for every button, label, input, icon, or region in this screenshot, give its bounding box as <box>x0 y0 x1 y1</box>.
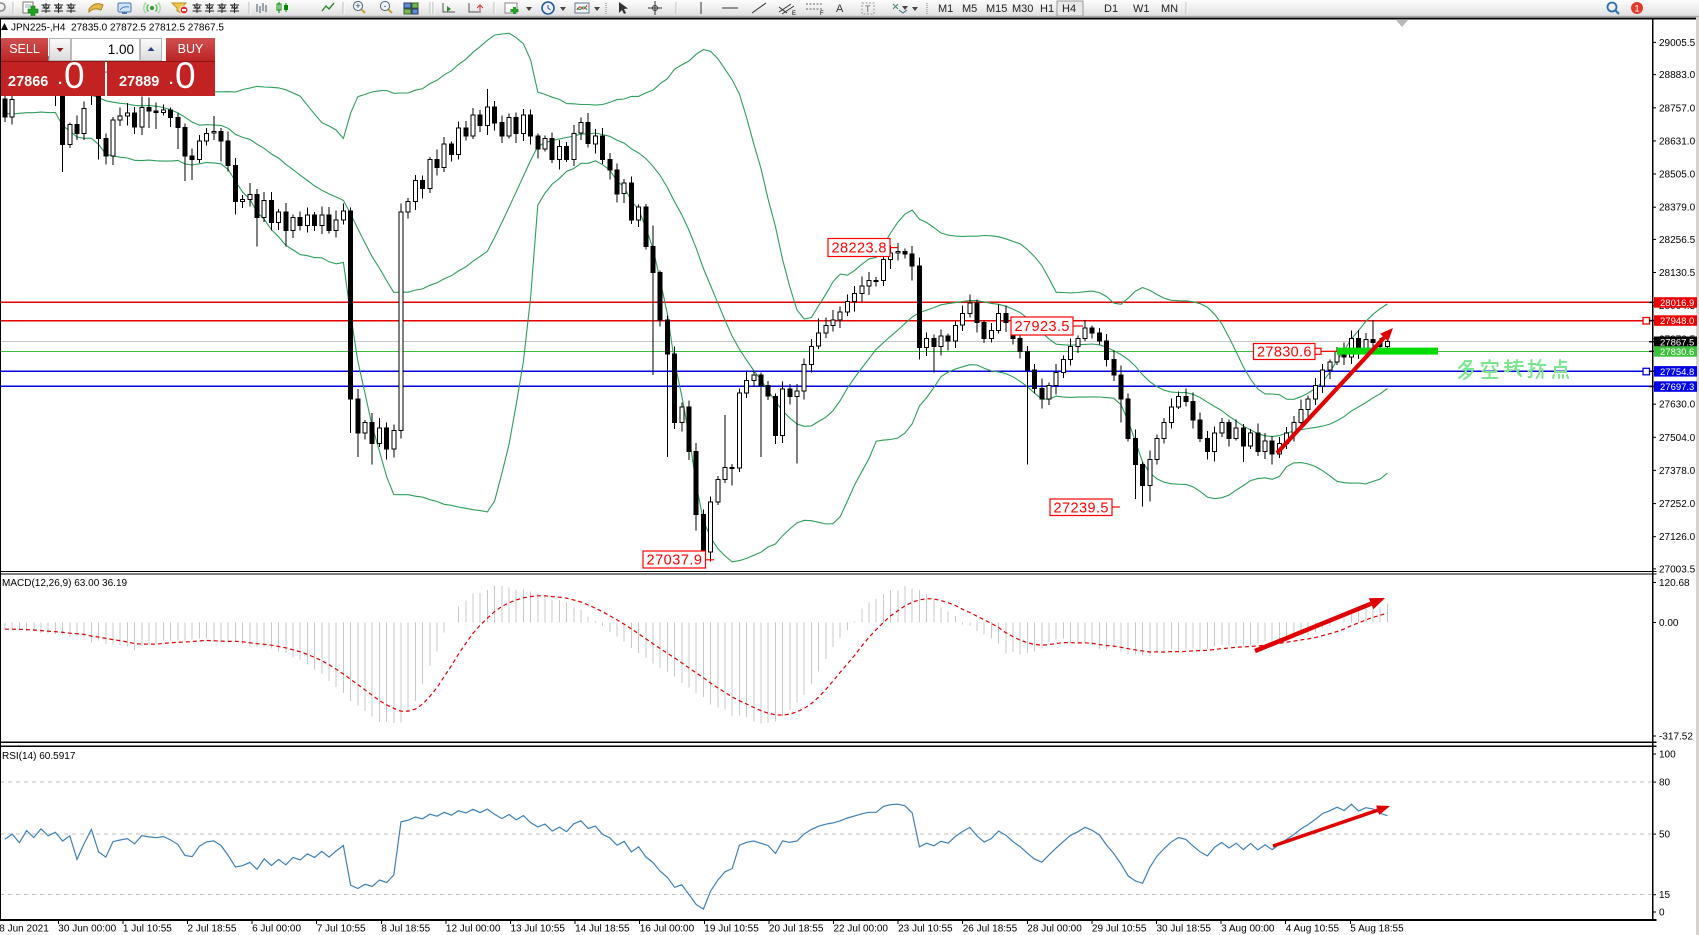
svg-text:14 Jul 18:55: 14 Jul 18:55 <box>575 924 630 935</box>
svg-text:2 Jul 18:55: 2 Jul 18:55 <box>188 924 237 935</box>
svg-text:29005.5: 29005.5 <box>1659 38 1696 49</box>
svg-text:5 Aug 18:55: 5 Aug 18:55 <box>1350 924 1404 935</box>
svg-text:+: + <box>355 1 360 11</box>
svg-text:27948.0: 27948.0 <box>1660 316 1694 327</box>
svg-text:120.68: 120.68 <box>1659 578 1690 589</box>
svg-text:M15: M15 <box>986 3 1007 15</box>
svg-text:1 Jul 10:55: 1 Jul 10:55 <box>123 924 172 935</box>
svg-text:28505.0: 28505.0 <box>1659 170 1696 181</box>
svg-text:28 Jul 00:00: 28 Jul 00:00 <box>1027 924 1082 935</box>
svg-text:16 Jul 00:00: 16 Jul 00:00 <box>640 924 695 935</box>
svg-text:27630.0: 27630.0 <box>1659 400 1696 411</box>
svg-text:28130.5: 28130.5 <box>1659 268 1696 279</box>
svg-text:27003.5: 27003.5 <box>1659 564 1696 575</box>
svg-text:JPN225-,H4 27835.0 27872.5 27: JPN225-,H4 27835.0 27872.5 27812.5 27867… <box>11 23 224 34</box>
svg-text:80: 80 <box>1659 778 1671 789</box>
svg-text:13 Jul 10:55: 13 Jul 10:55 <box>511 924 566 935</box>
svg-text:W1: W1 <box>1133 3 1150 15</box>
svg-text:30 Jun 00:00: 30 Jun 00:00 <box>58 924 116 935</box>
svg-text:27504.0: 27504.0 <box>1659 433 1696 444</box>
svg-text:F: F <box>820 11 824 17</box>
svg-text:6 Jul 00:00: 6 Jul 00:00 <box>252 924 301 935</box>
svg-text:28379.0: 28379.0 <box>1659 203 1696 214</box>
svg-text:4 Aug 10:55: 4 Aug 10:55 <box>1286 924 1340 935</box>
svg-text:0.00: 0.00 <box>1659 618 1679 629</box>
svg-text:MN: MN <box>1161 3 1178 15</box>
svg-text:RSI(14) 60.5917: RSI(14) 60.5917 <box>2 751 76 762</box>
svg-text:50: 50 <box>1659 830 1671 841</box>
svg-text:T: T <box>865 4 871 14</box>
svg-text:M5: M5 <box>962 3 977 15</box>
svg-text:27830.6: 27830.6 <box>1660 347 1694 358</box>
svg-text:15: 15 <box>1659 890 1671 901</box>
svg-text:D1: D1 <box>1104 3 1118 15</box>
svg-text:27867.5: 27867.5 <box>1660 337 1694 348</box>
svg-text:20 Jul 18:55: 20 Jul 18:55 <box>769 924 824 935</box>
svg-text:H1: H1 <box>1040 3 1054 15</box>
svg-text:7 Jul 10:55: 7 Jul 10:55 <box>317 924 366 935</box>
svg-text:30 Jul 18:55: 30 Jul 18:55 <box>1157 924 1212 935</box>
svg-text:27037.9: 27037.9 <box>647 553 703 569</box>
svg-text:29 Jul 10:55: 29 Jul 10:55 <box>1092 924 1147 935</box>
svg-text:100: 100 <box>1659 750 1676 761</box>
svg-text:MACD(12,26,9) 63.00 36.19: MACD(12,26,9) 63.00 36.19 <box>2 578 128 589</box>
svg-text:-317.52: -317.52 <box>1659 732 1693 743</box>
svg-text:28 Jun 2021: 28 Jun 2021 <box>0 924 49 935</box>
svg-text:1: 1 <box>1634 4 1639 14</box>
svg-text:27252.0: 27252.0 <box>1659 499 1696 510</box>
svg-text:M30: M30 <box>1012 3 1033 15</box>
svg-text:A: A <box>836 3 844 15</box>
svg-text:19 Jul 10:55: 19 Jul 10:55 <box>704 924 759 935</box>
svg-text:28883.0: 28883.0 <box>1659 70 1696 81</box>
svg-text:23 Jul 10:55: 23 Jul 10:55 <box>898 924 953 935</box>
svg-text:27378.0: 27378.0 <box>1659 466 1696 477</box>
svg-text:H4: H4 <box>1062 3 1076 15</box>
svg-text:27923.5: 27923.5 <box>1015 319 1070 335</box>
svg-text:28016.9: 28016.9 <box>1660 298 1694 309</box>
svg-text:27126.0: 27126.0 <box>1659 532 1696 543</box>
svg-text:28223.8: 28223.8 <box>832 241 887 257</box>
svg-text:M1: M1 <box>938 3 953 15</box>
svg-text:0: 0 <box>1659 908 1665 919</box>
svg-text:26 Jul 18:55: 26 Jul 18:55 <box>963 924 1018 935</box>
svg-text:28757.0: 28757.0 <box>1659 103 1696 114</box>
svg-text:-: - <box>384 1 387 11</box>
svg-text:27697.3: 27697.3 <box>1660 382 1694 393</box>
svg-text:22 Jul 00:00: 22 Jul 00:00 <box>834 924 889 935</box>
svg-text:27754.8: 27754.8 <box>1660 367 1694 378</box>
svg-text:27830.6: 27830.6 <box>1257 345 1312 361</box>
svg-text:E: E <box>792 11 796 17</box>
svg-text:12 Jul 00:00: 12 Jul 00:00 <box>446 924 501 935</box>
svg-text:27239.5: 27239.5 <box>1054 500 1109 516</box>
svg-text:28256.5: 28256.5 <box>1659 235 1696 246</box>
svg-text:8 Jul 18:55: 8 Jul 18:55 <box>381 924 430 935</box>
svg-text:3 Aug 00:00: 3 Aug 00:00 <box>1221 924 1275 935</box>
svg-text:28631.0: 28631.0 <box>1659 136 1696 147</box>
